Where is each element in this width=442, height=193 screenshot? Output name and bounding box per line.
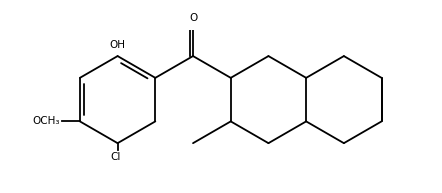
Text: Cl: Cl (110, 152, 121, 162)
Text: OCH₃: OCH₃ (33, 116, 60, 126)
Text: OH: OH (110, 40, 126, 50)
Text: O: O (189, 14, 197, 23)
